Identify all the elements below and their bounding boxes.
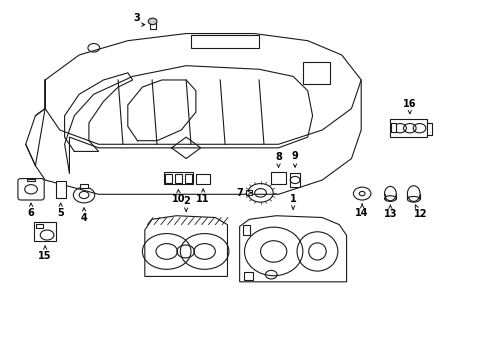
Text: 9: 9 [291, 152, 298, 161]
Text: 10: 10 [171, 194, 185, 204]
Text: 16: 16 [402, 99, 416, 109]
Text: 3: 3 [133, 13, 140, 23]
Bar [163, 172, 193, 184]
Text: 8: 8 [275, 152, 282, 162]
Text: 1: 1 [289, 194, 296, 204]
Bar [390, 123, 395, 132]
Bar [196, 174, 210, 184]
Polygon shape [144, 216, 227, 276]
Text: 11: 11 [196, 194, 209, 204]
Bar [243, 225, 250, 235]
Text: 15: 15 [39, 251, 52, 261]
Text: 7: 7 [236, 188, 243, 198]
Bar [244, 272, 253, 280]
Text: 6: 6 [28, 208, 34, 218]
Text: 5: 5 [57, 208, 64, 218]
Bar [302, 62, 329, 84]
Bar [27, 179, 35, 181]
Text: 2: 2 [183, 196, 189, 206]
Bar [389, 119, 426, 137]
Bar [191, 35, 259, 48]
Bar [165, 174, 172, 183]
FancyBboxPatch shape [18, 179, 44, 200]
Text: 13: 13 [383, 209, 396, 219]
Bar [149, 23, 155, 29]
Polygon shape [239, 216, 346, 282]
Bar [246, 190, 252, 195]
Bar [175, 174, 182, 183]
Bar [36, 224, 43, 228]
Text: 4: 4 [81, 213, 87, 223]
Text: 14: 14 [355, 208, 368, 218]
Bar [56, 181, 65, 198]
Bar [289, 173, 300, 187]
Bar [271, 172, 285, 184]
Bar [80, 184, 88, 188]
Bar [34, 222, 56, 241]
Circle shape [148, 18, 157, 24]
Bar [426, 123, 431, 135]
Bar [184, 174, 191, 183]
Text: 12: 12 [413, 209, 427, 219]
